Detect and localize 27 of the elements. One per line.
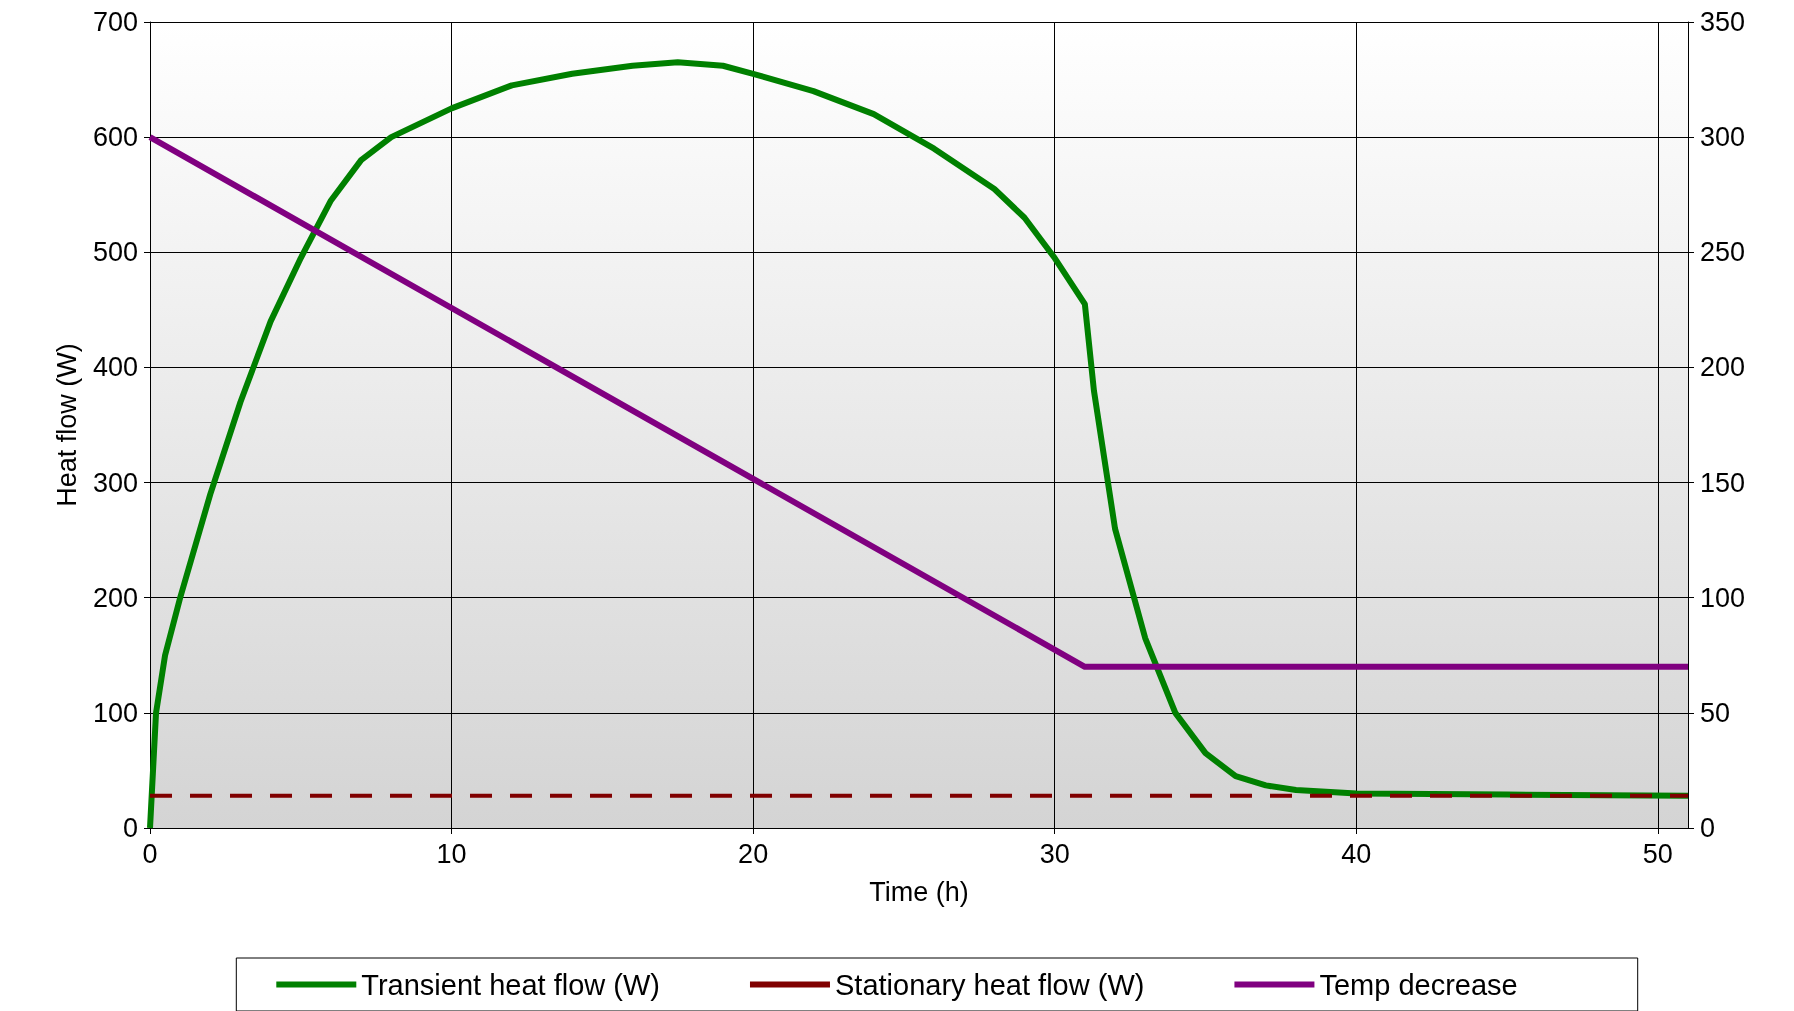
y2-tick-label: 100 — [1700, 582, 1746, 613]
y-axis-title: Heat flow (W) — [51, 343, 82, 507]
y2-tick-label: 50 — [1700, 697, 1731, 728]
legend-label: Transient heat flow (W) — [361, 968, 660, 1001]
x-tick-label: 40 — [1341, 838, 1372, 869]
y-tick-label: 700 — [92, 7, 138, 37]
y-tick-label: 400 — [92, 352, 138, 383]
y-tick-label: 100 — [92, 697, 138, 728]
y-tick-label: 0 — [122, 813, 138, 843]
y-tick-label: 300 — [92, 467, 138, 498]
y2-tick-label: 250 — [1700, 237, 1746, 268]
legend-label: Temp decrease — [1319, 968, 1518, 1001]
x-tick-label: 20 — [738, 838, 769, 869]
y2-tick-label: 200 — [1700, 352, 1746, 383]
y2-tick-label: 350 — [1700, 7, 1746, 37]
y-tick-label: 200 — [92, 582, 138, 613]
x-tick-label: 0 — [142, 838, 158, 869]
y-tick-label: 500 — [92, 237, 138, 268]
y2-tick-label: 0 — [1700, 813, 1716, 843]
y2-tick-label: 150 — [1700, 467, 1746, 498]
y2-tick-label: 300 — [1700, 122, 1746, 153]
x-axis-title: Time (h) — [869, 876, 969, 907]
x-tick-label: 50 — [1642, 838, 1673, 869]
y-tick-label: 600 — [92, 122, 138, 153]
x-tick-label: 10 — [436, 838, 467, 869]
x-tick-label: 30 — [1039, 838, 1070, 869]
legend-label: Stationary heat flow (W) — [834, 968, 1145, 1001]
